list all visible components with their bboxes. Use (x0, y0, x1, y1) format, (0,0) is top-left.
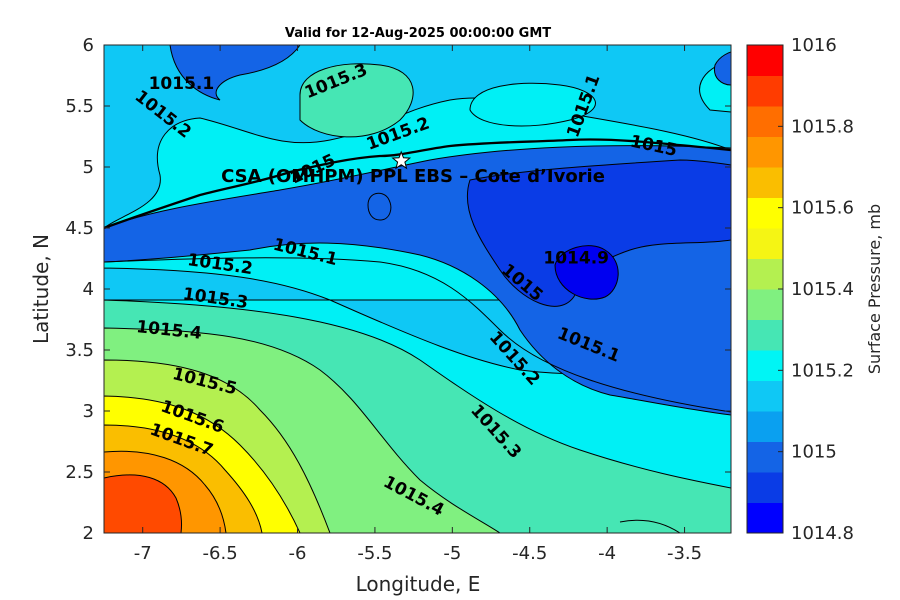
x-tick-label: -4.5 (512, 543, 547, 564)
y-tick-label: 6 (83, 35, 94, 56)
x-tick-label: -6 (289, 543, 307, 564)
colorbar-segment (747, 228, 783, 259)
x-tick-label: -4 (598, 543, 616, 564)
pocket-1015-0 (367, 192, 392, 221)
colorbar-tick-label: 1016 (791, 35, 837, 56)
colorbar-segment (747, 472, 783, 503)
colorbar-segment (747, 258, 783, 290)
colorbar-tick-label: 1014.8 (791, 523, 854, 544)
colorbar-tick-label: 1015 (791, 442, 837, 463)
colorbar-tick-label: 1015.8 (791, 116, 854, 137)
colorbar-segment (747, 75, 783, 107)
pressure-field (104, 45, 731, 533)
colorbar-segment (747, 441, 783, 473)
x-tick-label: -5.5 (357, 543, 392, 564)
y-tick-label: 2.5 (65, 462, 94, 483)
colorbar-segment (747, 167, 783, 198)
band-1014-9 (466, 159, 731, 307)
y-axis-ticks: 2 2.5 3 3.5 4 4.5 5 5.5 6 (65, 35, 731, 544)
colorbar-label: Surface Pressure, mb (865, 204, 884, 374)
contour-line-1015-1 (619, 519, 681, 533)
site-label: CSA (OMHPM) PPL EBS – Cote d’Ivorie (221, 166, 605, 187)
colorbar-segment (747, 380, 783, 412)
x-tick-label: -7 (134, 543, 152, 564)
colorbar-segment (747, 45, 783, 76)
y-tick-label: 5.5 (65, 96, 94, 117)
colorbar-segment (747, 411, 783, 442)
band-1014-8 (554, 245, 619, 300)
colorbar-segment (747, 106, 783, 137)
contour-label: 1014.9 (543, 249, 609, 269)
colorbar-segment (747, 136, 783, 168)
colorbar (746, 44, 784, 534)
coastline (104, 138, 731, 230)
y-tick-label: 5 (83, 157, 94, 178)
y-axis-label: Latitude, N (29, 234, 53, 344)
island-1015-2-ne (469, 82, 596, 127)
x-tick-label: -6.5 (203, 543, 238, 564)
contour-label: 1015.1 (149, 74, 215, 94)
y-tick-label: 4 (83, 279, 94, 300)
chart-title: Valid for 12-Aug-2025 00:00:00 GMT (285, 26, 551, 41)
site-marker: CSA (OMHPM) PPL EBS – Cote d’Ivorie (221, 150, 605, 187)
colorbar-tick-label: 1015.2 (791, 360, 854, 381)
y-tick-label: 3.5 (65, 340, 94, 361)
colorbar-segment (747, 502, 783, 534)
x-tick-label: -5 (443, 543, 461, 564)
contour-line-1015-0 (104, 257, 731, 413)
colorbar-tick-label: 1015.4 (791, 279, 854, 300)
x-axis-label: Longitude, E (356, 572, 481, 596)
band-1015-3-north (299, 63, 414, 138)
colorbar-ticks: 1014.8 1015 1015.2 1015.4 1015.6 1015.8 1016 (778, 35, 854, 544)
band-1015-0-north (169, 45, 301, 101)
site-star-icon (391, 150, 412, 170)
colorbar-tick-label: 1015.6 (791, 198, 854, 219)
colorbar-segment (747, 350, 783, 381)
y-tick-label: 4.5 (65, 218, 94, 239)
cell-1015-0-ne (713, 51, 731, 86)
colorbar-segment (747, 197, 783, 229)
y-tick-label: 3 (83, 401, 94, 422)
colorbar-segment (747, 289, 783, 320)
x-axis-ticks: -7 -6.5 -6 -5.5 -5 -4.5 -4 -3.5 (134, 45, 702, 564)
colorbar-segment (747, 319, 783, 351)
band-1015-9 (104, 474, 182, 533)
x-tick-label: -3.5 (667, 543, 702, 564)
y-tick-label: 2 (83, 523, 94, 544)
